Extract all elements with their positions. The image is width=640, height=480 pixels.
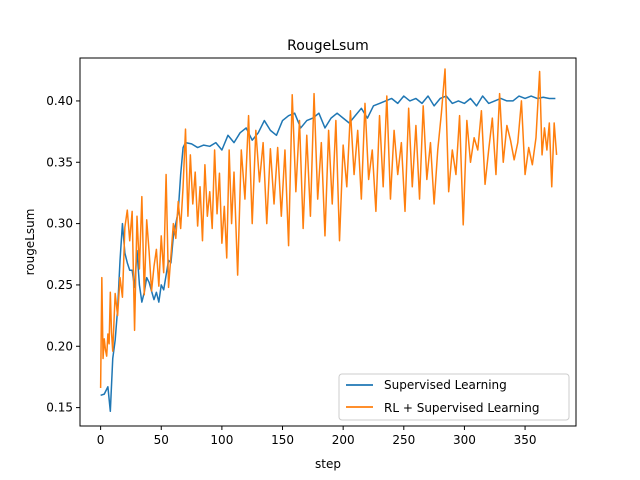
y-tick-label: 0.35 (46, 155, 73, 169)
y-tick-label: 0.20 (46, 339, 73, 353)
plot-area (79, 57, 577, 427)
plot-frame (79, 57, 577, 427)
y-tick-label: 0.15 (46, 401, 73, 415)
x-tick-label: 0 (97, 433, 105, 447)
series-line-rl-supervised (99, 68, 558, 388)
x-tick-label: 250 (392, 433, 415, 447)
chart-title: RougeLsum (287, 38, 369, 54)
series-line-supervised (100, 95, 556, 413)
x-tick-label: 350 (514, 433, 537, 447)
x-tick-label: 300 (453, 433, 476, 447)
y-tick-label: 0.25 (46, 278, 73, 292)
legend-label-rl-supervised: RL + Supervised Learning (384, 401, 539, 415)
legend: Supervised Learning RL + Supervised Lear… (338, 373, 570, 421)
x-axis: 0 50 100 150 200 250 300 350 (97, 426, 537, 447)
series-layer (99, 68, 558, 413)
x-axis-label: step (315, 457, 341, 471)
legend-label-supervised: Supervised Learning (384, 378, 507, 392)
y-axis: 0.15 0.20 0.25 0.30 0.35 0.40 (46, 94, 80, 415)
x-tick-label: 150 (271, 433, 294, 447)
x-tick-label: 200 (332, 433, 355, 447)
x-tick-label: 50 (154, 433, 169, 447)
legend-box (338, 373, 570, 421)
y-tick-label: 0.40 (46, 94, 73, 108)
y-axis-label: rougeLsum (23, 209, 37, 276)
x-tick-label: 100 (210, 433, 233, 447)
y-tick-label: 0.30 (46, 217, 73, 231)
